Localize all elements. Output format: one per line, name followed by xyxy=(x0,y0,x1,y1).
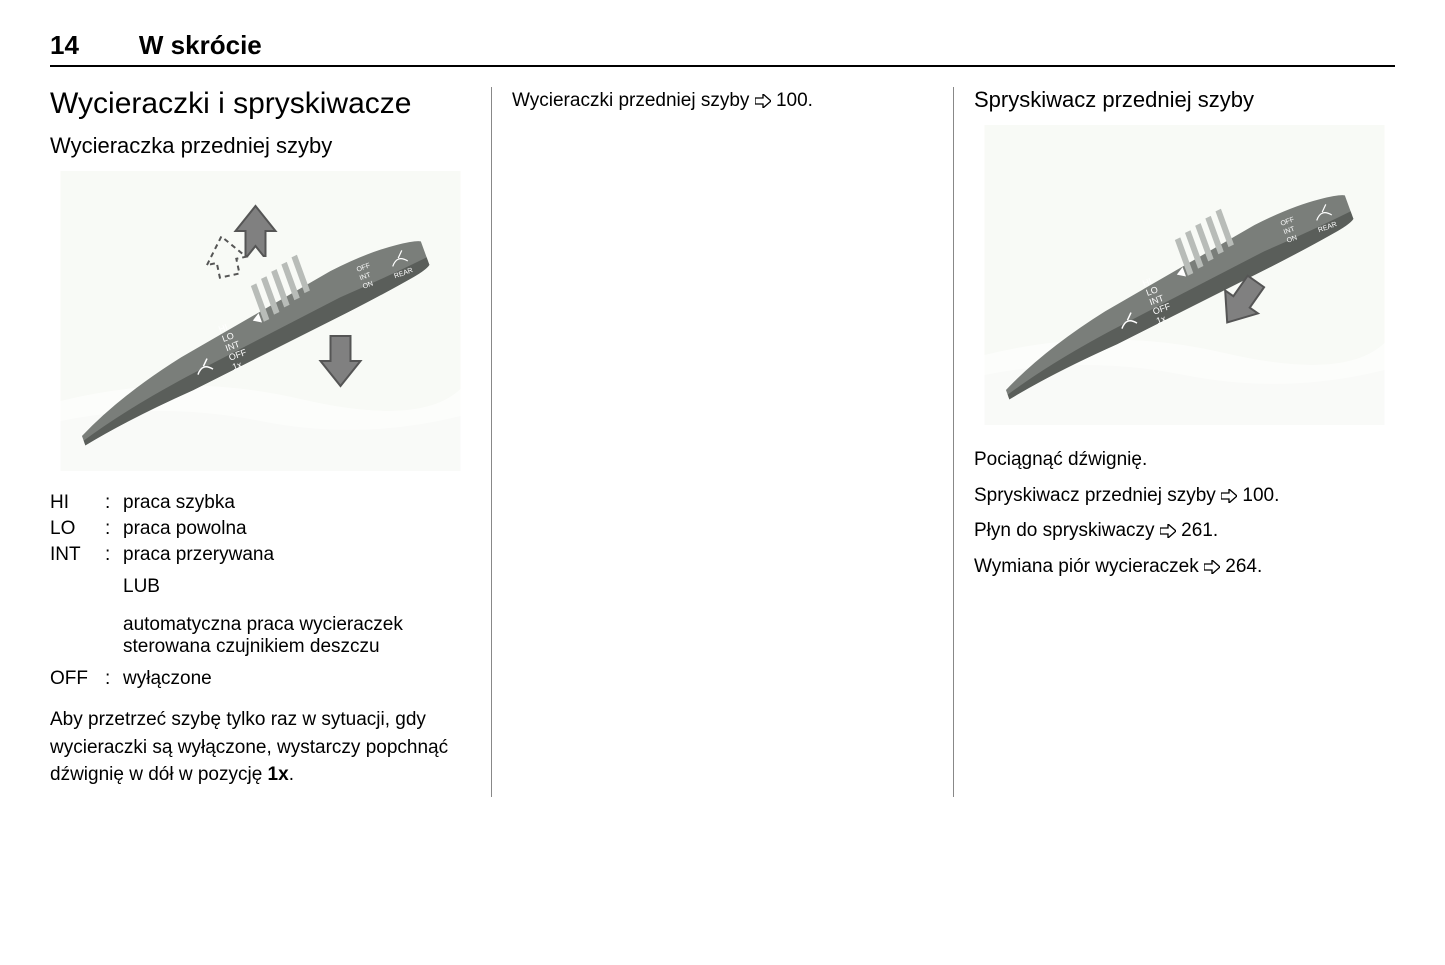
page-header: 14 W skrócie xyxy=(50,30,1395,67)
def-key: INT xyxy=(50,544,105,566)
def-val: praca przerywana xyxy=(123,544,471,566)
reference-arrow-icon xyxy=(755,94,771,108)
reference-arrow-icon xyxy=(1160,524,1176,538)
wiper-stalk-figure-up-down: HI LO INT OFF 1x OFF INT ON xyxy=(50,171,471,471)
sub-heading-wiper: Wycieraczka przedniej szyby xyxy=(50,133,471,159)
def-key: OFF xyxy=(50,668,105,690)
def-sub-or: LUB xyxy=(123,576,471,598)
main-heading: Wycieraczki i spryskiwacze xyxy=(50,87,471,121)
sub-heading-washer: Spryskiwacz przedniej szyby xyxy=(974,87,1395,113)
column-2: Wycieraczki przedniej szyby 100. xyxy=(491,87,953,797)
content-columns: Wycieraczki i spryskiwacze Wycieraczka p… xyxy=(50,87,1395,797)
reference-arrow-icon xyxy=(1204,560,1220,574)
def-val: wyłączone xyxy=(123,668,471,690)
cross-ref-wipers: Wycieraczki przedniej szyby 100. xyxy=(512,87,933,115)
def-key: LO xyxy=(50,518,105,540)
def-val: praca powolna xyxy=(123,518,471,540)
cross-ref-blades: Wymiana piór wycieraczek 264. xyxy=(974,553,1395,581)
reference-arrow-icon xyxy=(1221,489,1237,503)
cross-ref-fluid: Płyn do spryskiwaczy 261. xyxy=(974,517,1395,545)
washer-stalk-figure-pull: HI LO INT OFF 1x OFF INT ON xyxy=(974,125,1395,425)
column-3: Spryskiwacz przedniej szyby HI LO IN xyxy=(953,87,1395,797)
def-sub-auto: automatyczna praca wycieraczek sterowana… xyxy=(123,614,471,658)
page-number: 14 xyxy=(50,30,79,61)
section-title: W skrócie xyxy=(139,30,262,61)
column-1: Wycieraczki i spryskiwacze Wycieraczka p… xyxy=(50,87,491,797)
def-key: HI xyxy=(50,492,105,514)
pull-lever-text: Pociągnąć dźwignię. xyxy=(974,446,1395,474)
wiper-mode-definitions: HI : praca szybka LO : praca powolna INT… xyxy=(50,492,471,690)
single-wipe-paragraph: Aby przetrzeć szybę tylko raz w sytuacji… xyxy=(50,706,471,789)
def-val: praca szybka xyxy=(123,492,471,514)
cross-ref-washer: Spryskiwacz przedniej szyby 100. xyxy=(974,482,1395,510)
